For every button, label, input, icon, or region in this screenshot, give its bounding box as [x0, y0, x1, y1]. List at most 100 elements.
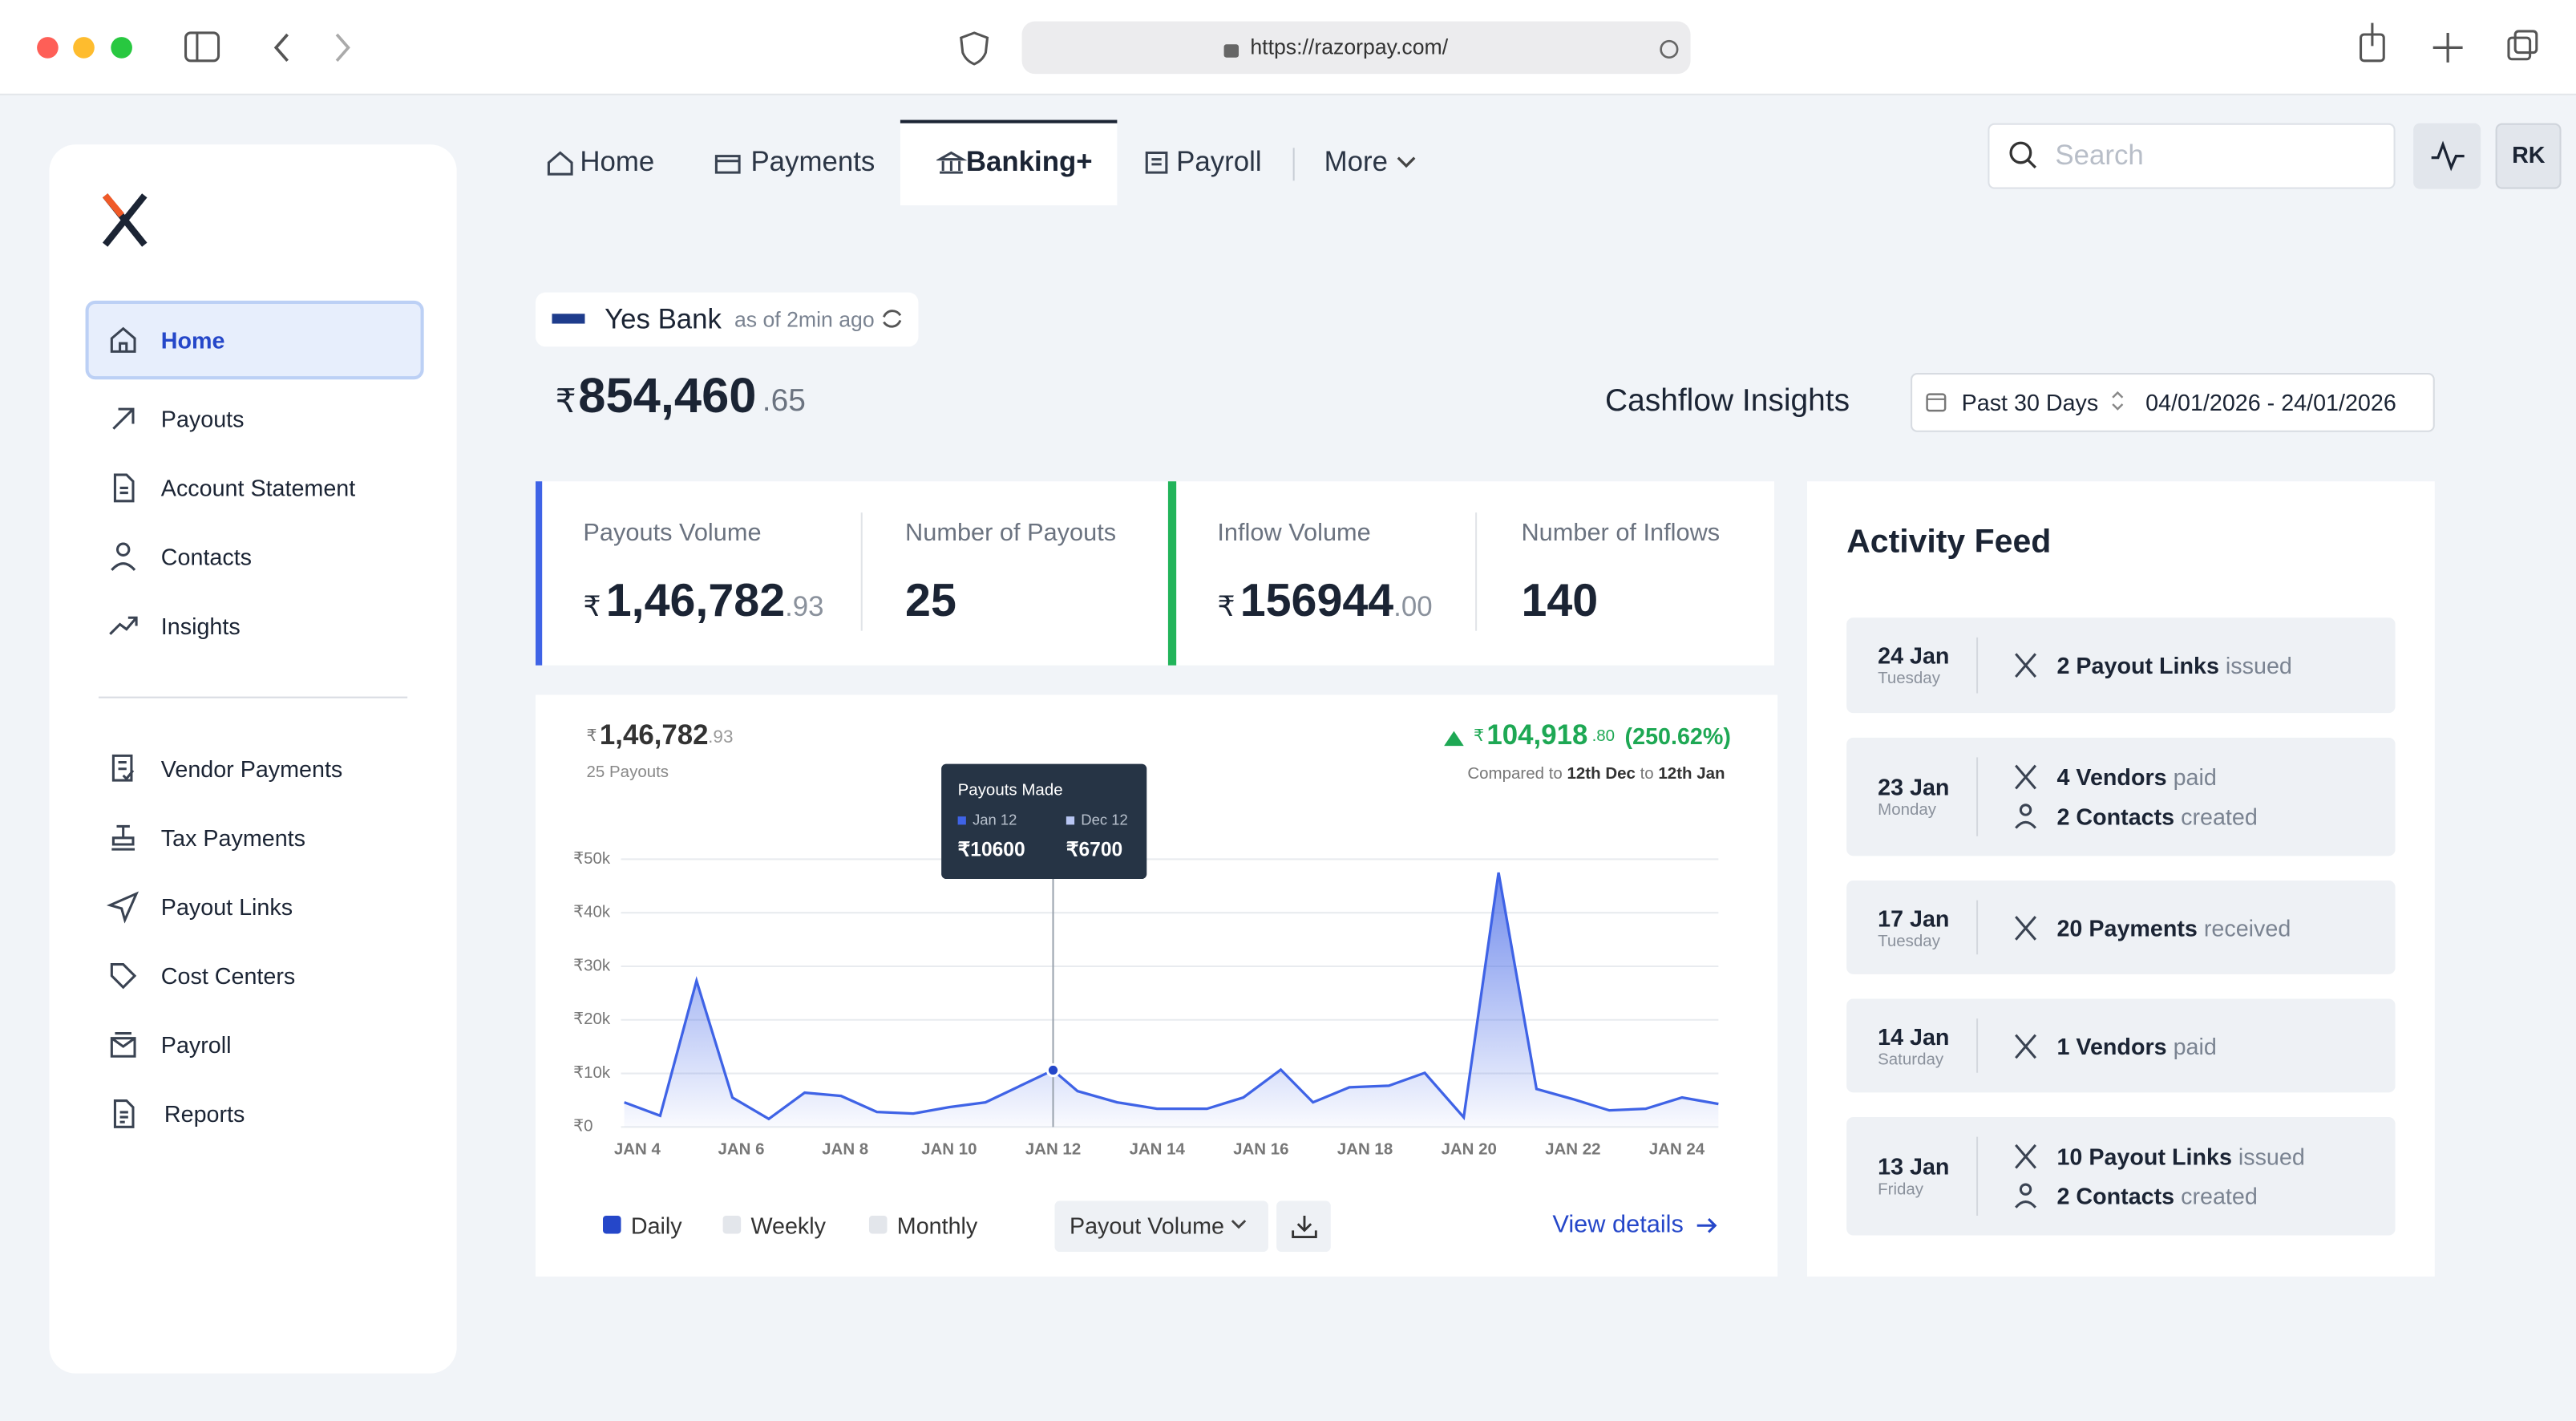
nav-icon [113, 473, 135, 503]
up-arrow [1444, 731, 1464, 747]
period-label[interactable]: Weekly [750, 1212, 826, 1239]
feed-divider [1976, 900, 1979, 955]
change-percent: (250.62%) [1624, 723, 1731, 750]
y-tick-label: ₹10k [573, 1063, 611, 1082]
icon-path [2015, 653, 2037, 678]
nav-item[interactable]: Reports [164, 1100, 245, 1127]
divider [1475, 512, 1478, 631]
feed-line: 10 Payout Links issued [2056, 1144, 2304, 1170]
feed-item[interactable] [1846, 1117, 2396, 1236]
pulse-icon [2431, 140, 2465, 172]
contact-icon [2015, 804, 2037, 829]
feed-verb: paid [2173, 1032, 2217, 1059]
tab-separator [1292, 148, 1295, 181]
chevron [1231, 1220, 1247, 1229]
search-box[interactable] [1988, 123, 2396, 189]
icon-path [111, 824, 135, 851]
compare: Compared to 12th Dec to 12th Jan [1467, 766, 1725, 784]
nav-item[interactable]: Insights [160, 613, 241, 639]
icon-path [111, 542, 136, 571]
stat-label: Payouts Volume [583, 519, 762, 548]
url[interactable]: https://razorpay.com/ [1250, 34, 1449, 59]
avatar[interactable] [2495, 123, 2562, 189]
nav-tab[interactable]: Banking+ [965, 146, 1093, 178]
nav-item[interactable]: Vendor Payments [160, 755, 343, 783]
icon-path [109, 616, 138, 635]
more-tab[interactable]: More [1324, 146, 1388, 178]
feed-item[interactable] [1846, 737, 2396, 856]
view-details[interactable]: View details [1552, 1210, 1684, 1239]
nav-icon [107, 891, 140, 924]
tooltip-value: ₹6700 [1066, 837, 1123, 861]
refresh-icon[interactable] [880, 307, 904, 330]
stat-decimal: .00 [1393, 591, 1433, 623]
stat-number: 156944 [1239, 575, 1394, 626]
icon-path [2015, 1033, 2037, 1059]
nav-item[interactable]: Home [160, 326, 225, 354]
feed-verb: created [2181, 1182, 2258, 1209]
feed-item[interactable] [1846, 881, 2396, 974]
checkbox[interactable] [603, 1215, 621, 1234]
nav-item[interactable]: Cost Centers [160, 962, 296, 990]
currency: ₹ [586, 727, 597, 747]
nav-item[interactable]: Account Statement [160, 475, 356, 501]
razorpay-icon [2015, 1033, 2037, 1059]
period-label[interactable]: Daily [630, 1212, 682, 1239]
nav-item[interactable]: Tax Payments [160, 824, 306, 852]
feed-date: 13 Jan [1878, 1153, 1950, 1180]
icon-path [936, 151, 968, 174]
logo[interactable] [99, 189, 152, 252]
nav-icon [111, 754, 135, 782]
x-tick-label: JAN 18 [1337, 1140, 1393, 1158]
calendar-icon [1926, 393, 1947, 412]
stat-decimal: .93 [785, 591, 824, 623]
y-tick-label: ₹0 [573, 1117, 592, 1136]
y-tick-label: ₹40k [573, 903, 611, 921]
icon-path [107, 891, 140, 924]
icon-path [547, 151, 573, 176]
feed-count: 1 Vendors [2056, 1032, 2167, 1059]
feed-line: 1 Vendors paid [2056, 1033, 2216, 1059]
nav-item[interactable]: Payouts [160, 406, 245, 432]
active-nav-item[interactable] [85, 300, 424, 380]
stat-label: Inflow Volume [1217, 519, 1371, 548]
feed-divider [1976, 757, 1979, 836]
feed-date: 17 Jan [1878, 904, 1950, 931]
nav-icon [112, 407, 135, 430]
checkbox[interactable] [868, 1215, 888, 1234]
nav-tab[interactable]: Payroll [1176, 146, 1262, 178]
feed-verb: issued [2225, 652, 2292, 679]
feed-count: 10 Payout Links [2056, 1143, 2232, 1170]
nav-item[interactable]: Contacts [160, 544, 253, 570]
period-label[interactable]: Monthly [896, 1212, 978, 1239]
feed-verb: received [2203, 914, 2291, 941]
divider [860, 512, 863, 631]
active-tab[interactable] [900, 119, 1118, 206]
y-tick-label: ₹30k [573, 956, 611, 974]
icon-path [2015, 804, 2037, 829]
feed-count: 2 Contacts [2056, 803, 2175, 830]
nav-item[interactable]: Payout Links [160, 893, 293, 921]
icon-path [2015, 1183, 2037, 1208]
feed-day: Friday [1878, 1180, 1924, 1200]
nav-tab[interactable]: Payments [750, 146, 876, 178]
feed-item[interactable] [1846, 617, 2396, 714]
compare-to: 12th Jan [1658, 765, 1725, 784]
search-icon [2009, 141, 2036, 169]
x-tick-label: JAN 14 [1129, 1140, 1185, 1158]
bank-chip[interactable] [536, 292, 919, 347]
feed-item[interactable] [1846, 998, 2396, 1093]
date-range[interactable] [1911, 373, 2435, 432]
x-tick-label: JAN 12 [1025, 1140, 1081, 1158]
compare-text: to [1640, 765, 1654, 784]
bank-updated: as of 2min ago [734, 307, 875, 332]
nav-item[interactable]: Payroll [160, 1031, 232, 1059]
stat-value: 25 [905, 575, 956, 628]
feed-verb: paid [2173, 763, 2217, 791]
avatar-initials: RK [2512, 141, 2546, 168]
metric-dropdown[interactable] [1054, 1200, 1268, 1253]
nav-tab[interactable]: Home [580, 146, 655, 178]
checkbox[interactable] [722, 1215, 742, 1234]
feed-line: 2 Contacts created [2056, 1183, 2257, 1209]
